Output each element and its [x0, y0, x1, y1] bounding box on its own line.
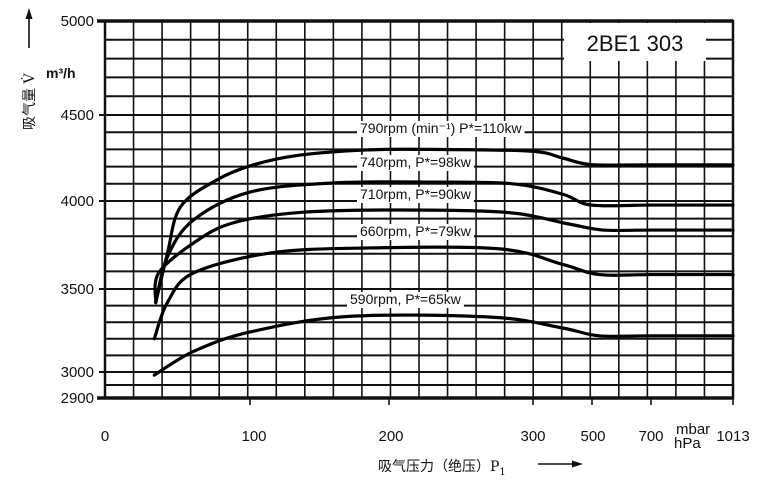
y-tick-label: 2900: [61, 390, 94, 407]
chart-title: 2BE1 303: [587, 31, 684, 56]
series-label-bg: [357, 224, 474, 240]
x-axis-label: 吸气压力（绝压）P1: [378, 459, 506, 478]
x-axis-label-text: 吸气压力（绝压）P: [378, 459, 499, 475]
y-axis-label: 吸气量 V̇: [20, 73, 38, 130]
y-tick-label: 4500: [61, 107, 94, 124]
series-label: 710rpm, P*=90kw: [360, 186, 472, 202]
x-tick-label: 200: [378, 428, 403, 445]
series-curve: [153, 208, 735, 305]
x-arrow-icon: [572, 460, 583, 468]
series-label: 740rpm, P*=98kw: [360, 154, 472, 170]
y-tick-label: 4000: [61, 193, 94, 210]
series-curve: [154, 180, 735, 305]
series-label: 790rpm (min⁻¹) P*=110kw: [360, 120, 522, 136]
grid: [97, 19, 735, 405]
y-tick-label: 5000: [61, 13, 94, 30]
y-tick-label: 3000: [61, 364, 94, 381]
x-tick-label: 1013: [716, 428, 749, 445]
x-tick-label: 0: [101, 428, 109, 445]
y-axis-title: 吸气量 V̇ m³/h: [20, 8, 76, 130]
x-tick-labels: 0 100 200 300 500 700 1013: [101, 428, 750, 445]
x-unit-hpa: hPa: [674, 435, 701, 452]
x-unit: mbar hPa: [674, 421, 710, 452]
y-tick-label: 3500: [61, 281, 94, 298]
x-axis-title: 吸气压力（绝压）P1: [378, 459, 583, 478]
series-curve: [152, 313, 735, 377]
series-label-bg: [347, 292, 464, 308]
series-label-bg: [357, 121, 525, 137]
series-curve: [154, 147, 735, 305]
series-label-bg: [357, 187, 474, 203]
series-label-bg: [357, 155, 474, 171]
x-tick-label: 100: [241, 428, 266, 445]
x-tick-label: 500: [580, 428, 605, 445]
model-box-bg: [564, 23, 706, 61]
y-arrow-icon: [25, 8, 33, 19]
series-curve: [152, 245, 735, 341]
x-unit-mbar: mbar: [676, 421, 710, 438]
series-label: 660rpm, P*=79kw: [360, 223, 472, 239]
x-tick-label: 700: [638, 428, 663, 445]
x-axis-label-subscript: 1: [499, 467, 505, 478]
y-unit: m³/h: [46, 65, 76, 81]
curves: [152, 147, 735, 377]
series-labels: 790rpm (min⁻¹) P*=110kw 740rpm, P*=98kw 71…: [347, 120, 525, 308]
series-label: 590rpm, P*=65kw: [350, 291, 462, 307]
x-tick-label: 300: [520, 428, 545, 445]
model-box: 2BE1 303: [564, 23, 706, 61]
y-tick-labels: 5000 4500 4000 3500 3000 2900: [61, 13, 94, 407]
